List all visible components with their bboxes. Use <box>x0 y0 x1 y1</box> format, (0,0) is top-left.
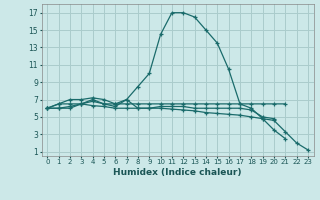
X-axis label: Humidex (Indice chaleur): Humidex (Indice chaleur) <box>113 168 242 177</box>
